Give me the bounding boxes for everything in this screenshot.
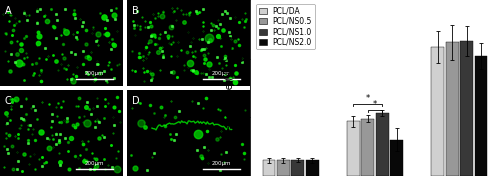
Text: A: A bbox=[5, 6, 12, 16]
Text: 200μm: 200μm bbox=[212, 161, 232, 166]
Bar bbox=[277, 160, 290, 176]
Bar bbox=[262, 160, 276, 176]
Bar bbox=[362, 118, 374, 176]
Bar bbox=[376, 113, 388, 176]
Bar bbox=[446, 42, 458, 176]
Text: D: D bbox=[132, 96, 140, 106]
Bar bbox=[306, 160, 318, 176]
Bar bbox=[432, 47, 444, 176]
Bar bbox=[460, 41, 473, 176]
Bar bbox=[390, 140, 403, 176]
Text: 200μm: 200μm bbox=[84, 71, 104, 76]
Text: 200μm: 200μm bbox=[84, 161, 104, 166]
Legend: PCL/DA, PCL/NS0.5, PCL/NS1.0, PCL/NS2.0: PCL/DA, PCL/NS0.5, PCL/NS1.0, PCL/NS2.0 bbox=[256, 4, 315, 49]
Text: 200μm: 200μm bbox=[212, 71, 232, 76]
Text: C: C bbox=[5, 96, 12, 106]
Text: *: * bbox=[366, 94, 370, 103]
Text: B: B bbox=[132, 6, 139, 16]
Text: E: E bbox=[205, 0, 211, 7]
Bar bbox=[474, 56, 488, 176]
Text: *: * bbox=[373, 100, 377, 109]
Bar bbox=[292, 160, 304, 176]
Y-axis label: Absorbance (450 nm): Absorbance (450 nm) bbox=[224, 35, 234, 141]
Bar bbox=[347, 121, 360, 176]
